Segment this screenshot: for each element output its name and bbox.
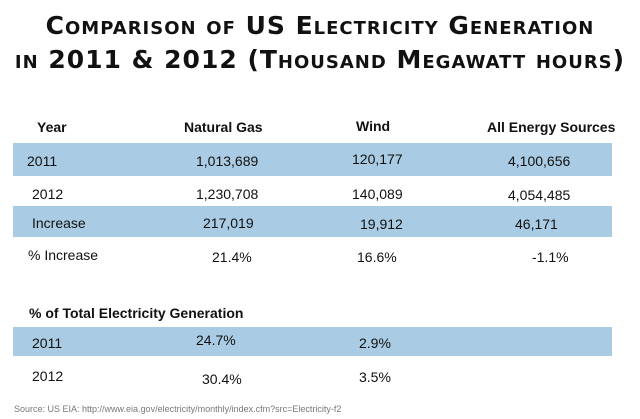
column-header-natural-gas: Natural Gas <box>184 119 263 135</box>
column-header-wind: Wind <box>356 118 391 134</box>
table-cell: 4,100,656 <box>508 153 571 169</box>
row-band-2011 <box>13 143 612 176</box>
table-cell: 46,171 <box>515 216 558 232</box>
table-cell: 2012 <box>32 186 64 202</box>
table-cell: Increase <box>32 215 86 231</box>
table-cell: 19,912 <box>360 216 403 232</box>
table-cell: 2012 <box>32 368 64 384</box>
table-cell: 140,089 <box>352 186 403 202</box>
table-cell: 16.6% <box>357 249 397 265</box>
title-line-2: in 2011 & 2012 (Thousand Megawatt hours) <box>14 45 626 74</box>
table-cell: 30.4% <box>202 371 242 387</box>
table-cell: 217,019 <box>203 215 254 231</box>
table-cell: 1,013,689 <box>196 153 259 169</box>
table-cell: 21.4% <box>212 249 252 265</box>
row-band-increase <box>13 206 612 237</box>
table-cell: 2011 <box>32 335 63 351</box>
column-header-all-energy-sources: All Energy Sources <box>487 119 616 135</box>
table-cell: 4,054,485 <box>508 187 571 203</box>
table-cell: -1.1% <box>532 249 569 265</box>
share-row-band-2011 <box>13 327 612 356</box>
source-note: Source: US EIA: http://www.eia.gov/elect… <box>14 404 342 414</box>
table-cell: 2.9% <box>359 335 391 351</box>
table-cell: 1,230,708 <box>196 186 259 202</box>
table-cell: % Increase <box>28 247 99 263</box>
table-cell: 120,177 <box>352 151 403 167</box>
column-header-year: Year <box>37 119 67 135</box>
table-cell: 24.7% <box>196 332 236 348</box>
table-cell: 3.5% <box>359 369 391 385</box>
title-line-1: Comparison of US Electricity Generation <box>45 11 595 40</box>
share-table-title: % of Total Electricity Generation <box>29 305 244 321</box>
table-cell: 2011 <box>27 153 58 169</box>
